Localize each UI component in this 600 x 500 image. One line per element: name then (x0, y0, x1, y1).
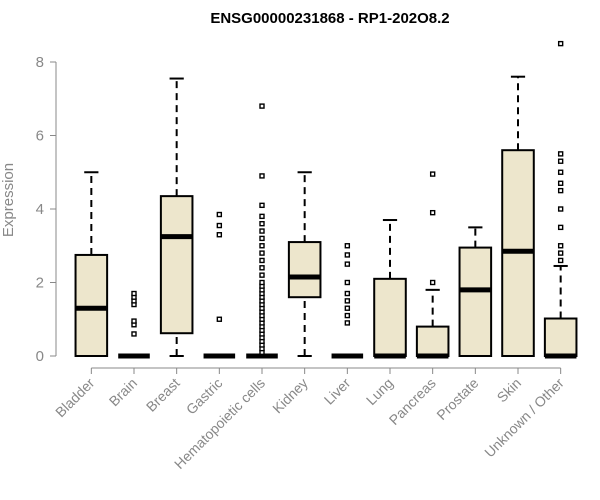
outlier-point (557, 250, 564, 256)
outlier-point (344, 298, 351, 304)
outlier-point (557, 158, 564, 164)
outlier-point (259, 257, 265, 264)
x-tick-label: Liver (321, 375, 354, 408)
y-axis-label: Expression (0, 163, 17, 237)
outlier-point (259, 220, 265, 227)
x-tick-label: Unknown / Other (481, 375, 567, 461)
box-pancreas (415, 171, 450, 359)
outlier-point (259, 202, 265, 209)
x-tick-label: Breast (143, 375, 183, 415)
outlier-point (557, 180, 564, 186)
outlier-point (259, 228, 265, 234)
outlier-point (344, 261, 351, 267)
box-iqr (458, 246, 493, 357)
outlier-point (557, 40, 564, 47)
y-tick-label: 8 (36, 54, 44, 71)
outlier-point (259, 272, 265, 278)
y-tick-label: 6 (36, 128, 44, 145)
outlier-point (259, 279, 265, 286)
outlier-point (557, 169, 564, 175)
x-tick-label: Lung (363, 375, 396, 408)
box-kidney (287, 171, 322, 357)
outlier-point (131, 331, 137, 337)
box-gastric (203, 211, 236, 359)
outlier-point (259, 243, 265, 249)
outlier-point (344, 320, 351, 326)
x-tick-label: Skin (494, 375, 525, 406)
y-tick-label: 2 (36, 275, 44, 292)
x-tick-label: Pancreas (386, 375, 439, 428)
outlier-point (216, 211, 223, 218)
box-series (74, 40, 578, 359)
box-iqr (159, 195, 194, 335)
box-bladder (74, 171, 109, 357)
outlier-point (216, 222, 223, 229)
outlier-point (344, 243, 351, 249)
x-tick-label: Prostate (433, 375, 481, 423)
x-tick-label: Brain (106, 375, 140, 409)
y-tick-label: 0 (36, 348, 44, 365)
box-skin (501, 75, 535, 357)
outlier-point (557, 206, 564, 212)
box-iqr (373, 277, 407, 358)
outlier-point (131, 318, 137, 324)
box-iqr (287, 241, 322, 299)
box-iqr (543, 317, 578, 358)
box-lung (373, 219, 407, 359)
chart-title: ENSG00000231868 - RP1-202O8.2 (210, 10, 449, 27)
box-brain (118, 290, 150, 359)
outlier-point (259, 235, 265, 242)
outlier-point (557, 243, 564, 249)
outlier-point (344, 305, 351, 311)
outlier-point (259, 103, 265, 109)
outlier-point (216, 232, 223, 238)
outlier-point (216, 316, 223, 322)
x-tick-label: Bladder (52, 375, 98, 421)
outlier-point (259, 265, 265, 271)
x-tick-label: Gastric (183, 375, 226, 418)
outlier-point (557, 224, 564, 231)
outlier-point (259, 213, 265, 220)
outlier-point (429, 279, 436, 286)
y-axis: 0 2 4 6 8 (36, 54, 57, 365)
outlier-point (344, 290, 351, 297)
box-prostate (458, 226, 493, 357)
box-iqr (415, 325, 450, 358)
outlier-point (429, 171, 436, 177)
y-tick-label: 4 (36, 201, 44, 218)
x-tick-label: Kidney (269, 375, 311, 417)
outlier-point (429, 209, 436, 216)
box-unknown-other (543, 40, 578, 359)
outlier-point (344, 312, 351, 319)
box-liver (331, 243, 364, 359)
outlier-point (259, 250, 265, 256)
outlier-point (557, 257, 564, 264)
outlier-point (259, 173, 265, 179)
outlier-point (557, 151, 564, 157)
outlier-point (344, 252, 351, 258)
box-breast (159, 77, 194, 357)
box-hematopoietic-cells (246, 103, 278, 359)
outlier-point (344, 279, 351, 286)
outlier-point (557, 187, 564, 194)
outlier-point (131, 290, 137, 297)
box-iqr (74, 253, 109, 357)
